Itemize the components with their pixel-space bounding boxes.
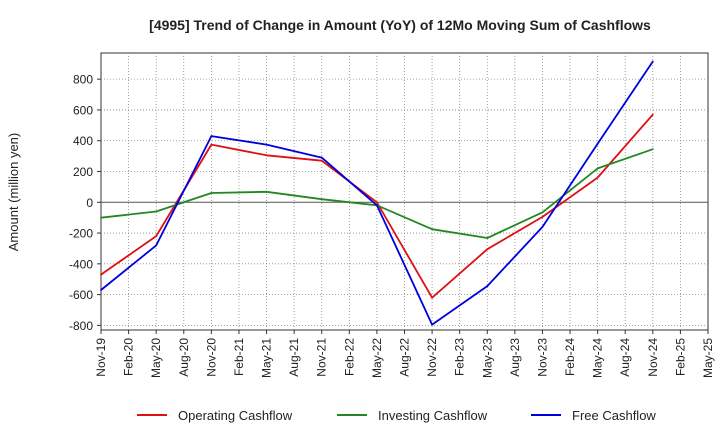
x-tick-label: May-20: [149, 338, 163, 378]
operating-cashflow-point: [376, 201, 378, 204]
legend-label-operating-cashflow: Operating Cashflow: [178, 408, 293, 423]
free-cashflow-point: [541, 225, 544, 228]
investing-cashflow-point: [265, 190, 268, 193]
y-tick-label: 0: [86, 196, 93, 210]
operating-cashflow-point: [596, 176, 599, 179]
x-tick-label: Feb-23: [453, 338, 467, 376]
investing-cashflow-point: [651, 148, 654, 151]
operating-cashflow-point: [320, 159, 323, 162]
x-tick-label: Nov-20: [204, 338, 218, 377]
investing-cashflow-point: [596, 167, 599, 170]
x-tick-label: Aug-21: [287, 338, 301, 377]
free-cashflow-point: [596, 142, 599, 145]
x-tick-label: May-22: [370, 338, 384, 378]
free-cashflow-point: [155, 244, 158, 247]
series-layer: [100, 60, 654, 326]
y-axis-label: Amount (million yen): [6, 133, 21, 252]
investing-cashflow-point: [320, 198, 323, 201]
operating-cashflow-point: [210, 143, 213, 146]
y-tick-label: -400: [69, 257, 93, 271]
x-tick-label: Nov-24: [646, 338, 660, 377]
legend-label-investing-cashflow: Investing Cashflow: [378, 408, 488, 423]
y-tick-label: 600: [73, 103, 93, 117]
y-tick-label: 400: [73, 134, 93, 148]
x-tick-label: May-25: [701, 338, 715, 378]
operating-cashflow-point: [265, 154, 268, 157]
operating-cashflow-point: [431, 296, 433, 299]
x-tick-label: Feb-20: [122, 338, 136, 376]
investing-cashflow-point: [486, 237, 489, 239]
investing-cashflow-point: [431, 228, 433, 231]
x-tick-label: Nov-22: [425, 338, 439, 377]
free-cashflow-point: [651, 60, 654, 63]
operating-cashflow-point: [486, 248, 489, 251]
free-cashflow-point: [431, 323, 433, 326]
x-tick-label: Nov-21: [315, 338, 329, 377]
x-tick-label: Nov-23: [535, 338, 549, 377]
x-tick-label: Feb-22: [342, 338, 356, 376]
investing-cashflow-point: [100, 216, 102, 219]
x-tick-label: Feb-25: [673, 338, 687, 376]
axis-layer: -800 -600 -400 -200 0 200 400 600 800 Nov-19 Feb-2…: [69, 73, 715, 378]
operating-cashflow-point: [100, 273, 102, 276]
x-tick-label: Aug-20: [177, 338, 191, 377]
y-tick-label: -800: [69, 319, 93, 333]
free-cashflow-point: [320, 156, 323, 159]
operating-cashflow-point: [155, 235, 158, 238]
y-tick-label: -600: [69, 288, 93, 302]
operating-cashflow-point: [541, 215, 544, 218]
investing-cashflow-point: [541, 211, 544, 214]
y-tick-label: 200: [73, 165, 93, 179]
free-cashflow-point: [376, 204, 378, 207]
x-tick-label: May-21: [260, 338, 274, 378]
x-tick-label: Aug-22: [398, 338, 412, 377]
x-tick-label: Aug-23: [508, 338, 522, 377]
legend: Operating Cashflow Investing Cashflow Free…: [137, 408, 656, 423]
operating-cashflow-point: [651, 113, 654, 116]
x-tick-label: Feb-24: [563, 338, 577, 376]
investing-cashflow-point: [210, 192, 213, 194]
x-tick-label: Aug-24: [618, 338, 632, 377]
chart-title: [4995] Trend of Change in Amount (YoY) o…: [149, 17, 651, 33]
x-tick-label: Feb-21: [232, 338, 246, 376]
x-tick-label: May-23: [480, 338, 494, 378]
free-cashflow-point: [210, 135, 213, 138]
grid-layer: [100, 52, 709, 331]
x-tick-label: May-24: [591, 338, 605, 378]
legend-label-free-cashflow: Free Cashflow: [572, 408, 656, 423]
y-tick-label: -200: [69, 227, 93, 241]
free-cashflow-point: [486, 285, 489, 288]
free-cashflow-line: [100, 60, 654, 326]
y-tick-label: 800: [73, 73, 93, 87]
free-cashflow-point: [265, 143, 268, 146]
free-cashflow-point: [100, 289, 102, 291]
x-tick-label: Nov-19: [94, 338, 108, 377]
investing-cashflow-point: [155, 210, 158, 213]
